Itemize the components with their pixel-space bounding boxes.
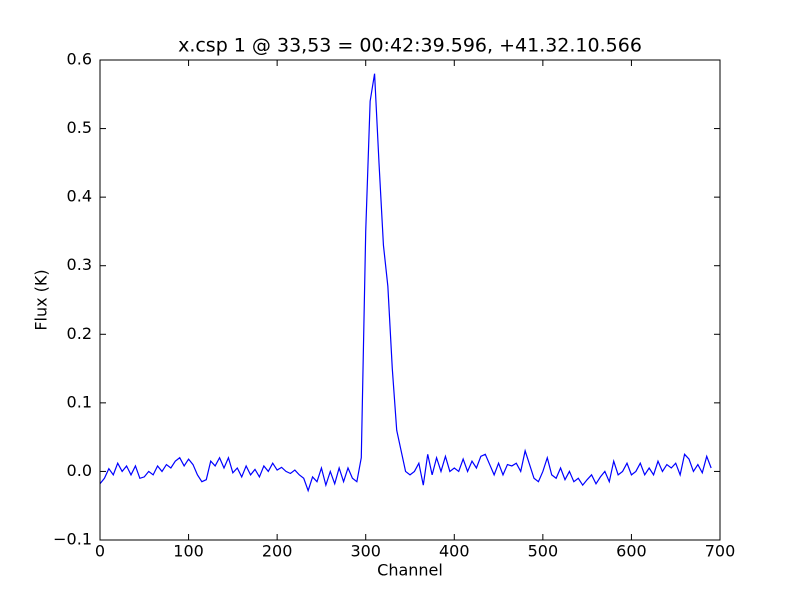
y-tick-label: 0.4 [67, 187, 92, 206]
x-tick-label: 0 [95, 542, 105, 561]
plot-frame [99, 59, 721, 541]
x-tick-label: 100 [173, 542, 204, 561]
x-tick-label: 300 [350, 542, 381, 561]
x-tick-label: 500 [528, 542, 559, 561]
y-tick-label: 0.6 [67, 50, 92, 69]
x-tick-label: 700 [705, 542, 736, 561]
y-tick-label: 0.0 [67, 461, 92, 480]
x-tick-label: 600 [616, 542, 647, 561]
y-tick-label: 0.1 [67, 392, 92, 411]
x-axis-label: Channel [377, 561, 443, 580]
y-axis-label: Flux (K) [32, 269, 51, 330]
x-tick-label: 200 [262, 542, 293, 561]
y-tick-label: 0.2 [67, 324, 92, 343]
y-tick-label: 0.5 [67, 118, 92, 137]
x-tick-label: 400 [439, 542, 470, 561]
data-line [99, 73, 712, 493]
y-tick-label: 0.3 [67, 255, 92, 274]
chart-title: x.csp 1 @ 33,53 = 00:42:39.596, +41.32.1… [178, 35, 642, 57]
y-tick-label: −0.1 [53, 530, 92, 549]
